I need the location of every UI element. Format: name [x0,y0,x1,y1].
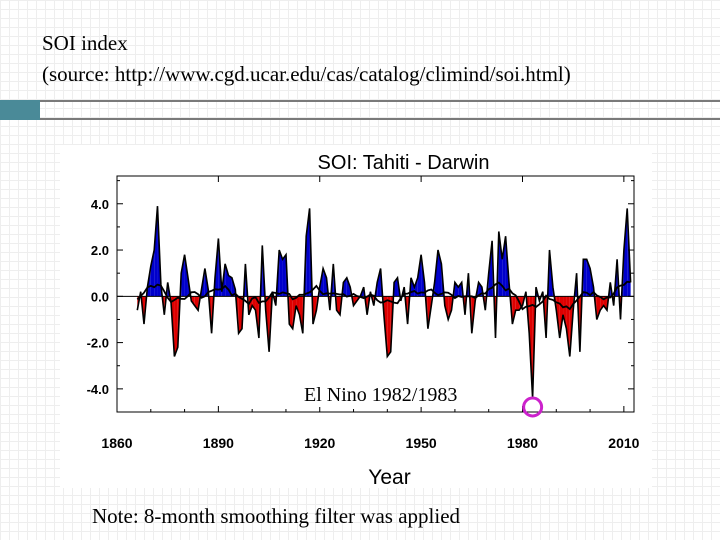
x-tick-label: 1860 [101,435,132,451]
positive-area [323,268,327,297]
positive-area [282,254,286,297]
negative-area [312,296,317,325]
positive-area [377,268,381,297]
accent-bar [0,100,720,120]
negative-area [387,296,391,357]
soi-chart: 4.0 2.0 0.0 -2.0 -4.0 1860 1890 1920 1950 1980 201… [60,145,652,488]
x-tick-label: 1980 [507,435,538,451]
x-tick-label: 2010 [608,435,639,451]
smoothing-note: Note: 8-month smoothing filter was appli… [92,504,461,528]
negative-area [238,296,243,334]
x-tick-label: 1920 [304,435,335,451]
accent-rule [40,100,720,120]
positive-area [181,254,185,297]
negative-area [289,296,293,329]
x-tick-label: 1950 [406,435,437,451]
smoothed-line [136,280,631,311]
positive-area [150,250,155,297]
positive-area [498,231,503,297]
y-tick-label: 2.0 [91,243,109,258]
negative-area [510,296,513,325]
negative-area [299,296,303,334]
positive-area [502,236,506,297]
positive-area [458,282,462,297]
negative-area [164,296,167,315]
slide-title-line1: SOI index [42,31,128,55]
positive-area [623,208,628,297]
negative-area [269,296,273,352]
slide-title: SOI index (source: http://www.cgd.ucar.e… [42,28,571,90]
positive-area [279,250,283,297]
positive-area [154,206,158,297]
negative-area [463,296,466,315]
negative-area [532,296,536,399]
y-tick-label: -2.0 [87,336,109,351]
x-axis-label: Year [368,466,410,488]
negative-area [596,296,601,320]
el-nino-annotation: El Nino 1982/1983 [302,384,460,407]
negative-area [539,296,542,301]
y-tick-label: -4.0 [87,382,109,397]
positive-area [547,250,550,297]
y-tick-label: 0.0 [91,289,109,304]
negative-area [512,296,516,325]
positive-area [167,282,170,297]
el-nino-highlight-circle [522,396,544,418]
soi-line [136,206,632,399]
y-tick-label: 4.0 [91,197,109,212]
negative-area [522,296,525,306]
positive-area [454,282,459,297]
accent-block [0,100,40,120]
negative-area [174,296,178,357]
positive-area [260,245,263,297]
positive-area [346,277,351,297]
negative-area [162,296,165,315]
positive-area [586,259,591,297]
soi-chart-svg: 4.0 2.0 0.0 -2.0 -4.0 1860 1890 1920 1950 1980 201… [87,152,640,488]
x-tick-label: 1890 [203,435,234,451]
positive-area [583,259,587,297]
chart-labels: 4.0 2.0 0.0 -2.0 -4.0 1860 1890 1920 1950 1980 201… [87,152,640,488]
negative-area [448,296,452,320]
plot-frame [116,175,635,413]
positive-area [309,208,313,297]
soi-series-line [136,206,632,399]
negative-area [563,296,567,329]
chart-title: SOI: Tahiti - Darwin [318,152,490,174]
negative-area [566,296,570,357]
slide-title-line2: (source: http://www.cgd.ucar.edu/cas/cat… [42,62,571,86]
negative-area [554,296,557,311]
negative-area [177,296,181,348]
